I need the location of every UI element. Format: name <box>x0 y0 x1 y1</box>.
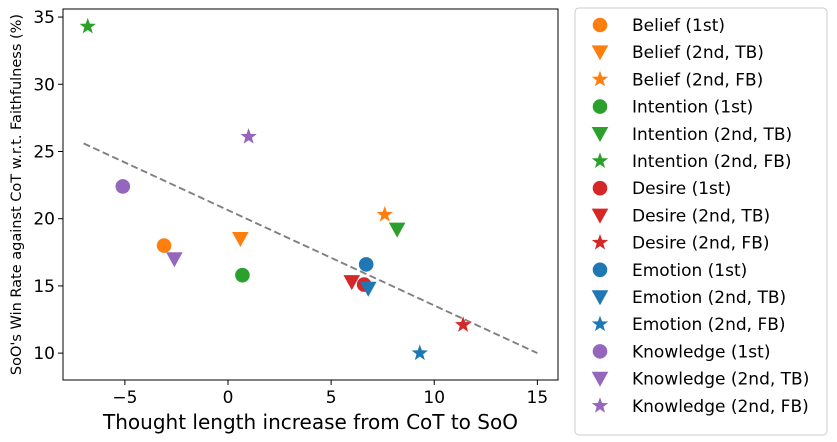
legend-marker <box>592 180 608 196</box>
legend-marker <box>592 99 608 114</box>
x-axis-label: Thought length increase from CoT to SoO <box>102 410 518 434</box>
legend-frame <box>574 7 828 436</box>
legend-label: Knowledge (2nd, TB) <box>632 370 809 390</box>
legend-marker <box>591 234 609 250</box>
legend-label: Emotion (1st) <box>632 261 747 281</box>
legend-label: Belief (1st) <box>632 16 725 36</box>
legend-label: Desire (2nd, TB) <box>632 206 770 226</box>
legend-marker <box>591 371 609 387</box>
data-point <box>359 281 377 297</box>
legend-marker <box>591 70 609 87</box>
legend-label: Intention (1st) <box>632 98 753 118</box>
legend-marker <box>591 152 609 168</box>
y-tick-label: 20 <box>33 210 55 230</box>
legend-marker <box>591 45 609 61</box>
y-tick-label: 25 <box>33 142 55 162</box>
data-point <box>376 206 393 222</box>
data-point <box>115 179 131 194</box>
data-point <box>156 238 172 253</box>
legend-label: Desire (2nd, FB) <box>632 234 770 254</box>
legend-label: Belief (2nd, FB) <box>632 70 763 90</box>
legend-label: Desire (1st) <box>632 179 731 199</box>
data-point <box>166 252 183 268</box>
data-point <box>343 275 361 291</box>
data-point <box>388 222 406 238</box>
x-tick-label: 5 <box>326 388 337 408</box>
y-tick-label: 15 <box>33 277 55 297</box>
legend-marker <box>591 290 609 306</box>
legend-label: Emotion (2nd, TB) <box>632 288 786 308</box>
x-tick-label: −5 <box>112 388 137 408</box>
plot-area: −5 0 5 10 15 10 15 20 25 30 35 <box>33 8 559 408</box>
legend: Belief (1st) Belief (2nd, TB) Belief (2nd,… <box>574 7 828 436</box>
legend-marker <box>591 127 609 142</box>
y-tick-label: 35 <box>33 8 55 28</box>
legend-label: Knowledge (1st) <box>632 342 770 362</box>
data-point <box>235 267 250 283</box>
data-point <box>411 344 428 361</box>
data-point <box>240 128 257 144</box>
y-axis-label: SoO's Win Rate against CoT w.r.t. Faithf… <box>9 14 25 375</box>
legend-label: Belief (2nd, TB) <box>632 43 764 63</box>
legend-marker <box>592 17 608 33</box>
data-point <box>454 316 472 332</box>
legend-label: Intention (2nd, FB) <box>632 152 792 172</box>
data-point <box>79 17 96 34</box>
legend-label: Intention (2nd, TB) <box>632 125 792 145</box>
x-tick-label: 0 <box>223 388 234 408</box>
legend-marker <box>592 344 608 359</box>
y-tick-label: 30 <box>33 75 55 95</box>
legend-label: Emotion (2nd, FB) <box>632 315 786 335</box>
legend-marker <box>591 397 609 413</box>
y-tick-label: 10 <box>33 344 55 364</box>
x-tick-label: 10 <box>423 388 445 408</box>
legend-marker <box>591 208 609 224</box>
data-point <box>358 257 374 272</box>
axes-frame <box>62 8 559 381</box>
trend-line <box>83 142 538 354</box>
x-tick-label: 15 <box>527 388 549 408</box>
legend-marker <box>591 315 609 332</box>
legend-label: Knowledge (2nd, FB) <box>632 397 809 417</box>
data-point <box>232 232 249 248</box>
legend-marker <box>592 262 608 278</box>
